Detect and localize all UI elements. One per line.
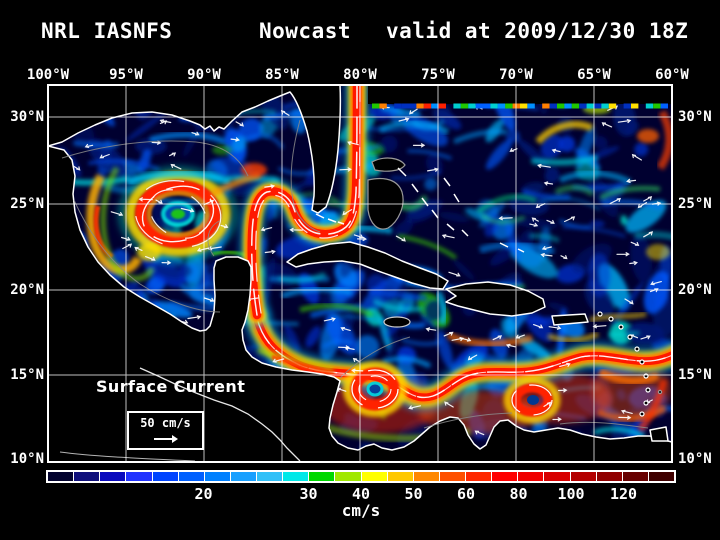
colorbar-cell	[48, 472, 74, 481]
bahama-islands	[397, 167, 525, 253]
land-puerto-rico	[551, 313, 589, 326]
colorbar-cell	[73, 472, 100, 481]
colorbar-cell	[412, 472, 439, 481]
colorbar-cell	[438, 472, 465, 481]
domain-edge-strip	[372, 103, 668, 109]
colorbar-cell	[99, 472, 126, 481]
colorbar-cell	[491, 472, 518, 481]
colorbar-cell	[125, 472, 152, 481]
colorbar-cell	[334, 472, 361, 481]
colorbar-cell	[543, 472, 570, 481]
lon-tick-label: 70°W	[499, 67, 533, 83]
colorbar-tick-label: 80	[509, 485, 528, 503]
colorbar-cell	[282, 472, 309, 481]
colorbar-cell	[229, 472, 256, 481]
scale-box: 50 cm/s	[127, 411, 204, 450]
lon-tick-label: 60°W	[655, 67, 689, 83]
lat-tick-label-right: 10°N	[678, 451, 712, 467]
colorbar-cell	[647, 472, 674, 481]
colorbar-cell	[517, 472, 544, 481]
florida-keys	[315, 213, 345, 225]
lon-tick-label: 65°W	[577, 67, 611, 83]
colorbar-cell	[308, 472, 335, 481]
lat-tick-label-right: 20°N	[678, 282, 712, 298]
lat-tick-label-right: 15°N	[678, 367, 712, 383]
pacific-coastline-west	[59, 451, 196, 462]
lat-tick-label-right: 30°N	[678, 109, 712, 125]
land-jamaica	[383, 316, 411, 328]
lat-tick-label-left: 30°N	[10, 109, 44, 125]
colorbar-cell	[151, 472, 178, 481]
title-model: NRL IASNFS	[41, 19, 173, 43]
colorbar-tick-label: 50	[404, 485, 423, 503]
major-current-features	[86, 85, 672, 442]
colorbar-cell	[256, 472, 283, 481]
colorbar-tick-label: 20	[194, 485, 213, 503]
land-trinidad	[649, 426, 669, 442]
colorbar-tick-label: 120	[609, 485, 638, 503]
lon-tick-label: 80°W	[343, 67, 377, 83]
colorbar	[46, 470, 676, 483]
coast-details	[59, 119, 663, 462]
colorbar-cell	[177, 472, 204, 481]
lon-tick-label: 95°W	[109, 67, 143, 83]
colorbar-cell	[465, 472, 492, 481]
land-cuba	[286, 241, 449, 290]
title-valid: valid at 2009/12/30 18Z	[386, 19, 689, 43]
land-us-florida	[48, 85, 342, 214]
colorbar-cell	[569, 472, 596, 481]
legend-title: Surface Current	[96, 377, 246, 396]
lon-tick-label: 90°W	[187, 67, 221, 83]
lesser-antilles	[597, 311, 663, 417]
lat-tick-label-left: 20°N	[10, 282, 44, 298]
map-frame	[47, 84, 673, 463]
no-data-zone	[368, 85, 672, 104]
colorbar-cell	[386, 472, 413, 481]
lon-tick-label: 75°W	[421, 67, 455, 83]
scale-value: 50 cm/s	[140, 416, 191, 430]
lat-tick-label-left: 15°N	[10, 367, 44, 383]
colorbar-cell	[360, 472, 387, 481]
lat-tick-label-left: 25°N	[10, 196, 44, 212]
colorbar-cell	[621, 472, 648, 481]
title-product: Nowcast	[259, 19, 352, 43]
colorbar-cell	[203, 472, 230, 481]
colorbar-cell	[595, 472, 622, 481]
colorbar-unit: cm/s	[341, 501, 381, 520]
colorbar-tick-label: 40	[351, 485, 371, 503]
colorbar-tick-label: 100	[557, 485, 585, 503]
lon-tick-label: 100°W	[26, 67, 70, 83]
lat-tick-label-right: 25°N	[678, 196, 712, 212]
bathymetry-contours	[61, 119, 649, 429]
colorbar-tick-label: 30	[299, 485, 318, 503]
pacific-coastline	[139, 367, 301, 462]
lat-tick-label-left: 10°N	[10, 451, 44, 467]
scale-arrow-icon	[154, 435, 178, 443]
colorbar-tick-label: 60	[456, 485, 476, 503]
lon-tick-label: 85°W	[265, 67, 299, 83]
